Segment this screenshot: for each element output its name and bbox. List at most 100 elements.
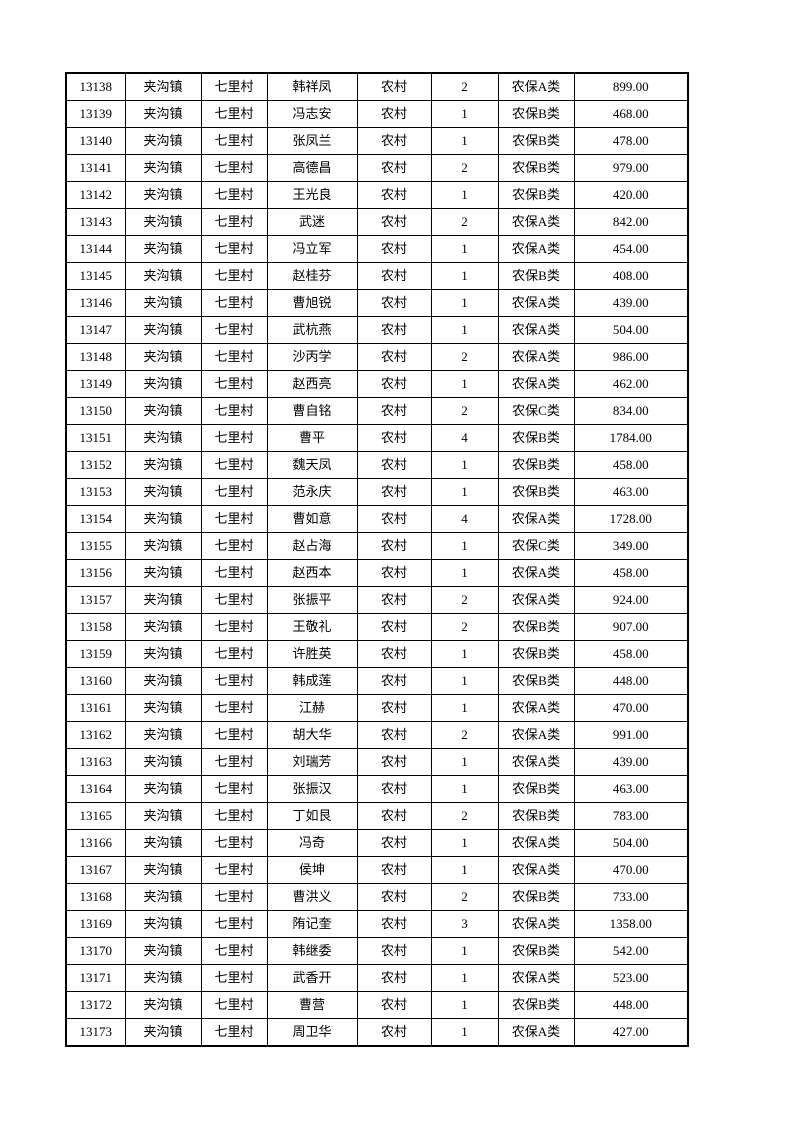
cell-name: 张振平 — [266, 586, 358, 614]
cell-amount: 1728.00 — [573, 505, 689, 533]
table-row: 13147 夹沟镇 七里村 武杭燕 农村 1 农保A类 504.00 — [65, 316, 689, 344]
cell-residence: 农村 — [356, 397, 432, 425]
table-row: 13146 夹沟镇 七里村 曹旭锐 农村 1 农保A类 439.00 — [65, 289, 689, 317]
cell-amount: 991.00 — [573, 721, 689, 749]
cell-serial: 13173 — [65, 1018, 126, 1047]
cell-serial: 13169 — [65, 910, 126, 938]
cell-name: 赵桂芬 — [266, 262, 358, 290]
cell-village: 七里村 — [200, 181, 268, 209]
cell-village: 七里村 — [200, 424, 268, 452]
cell-name: 王光良 — [266, 181, 358, 209]
cell-count: 1 — [430, 289, 499, 317]
cell-village: 七里村 — [200, 856, 268, 884]
cell-serial: 13158 — [65, 613, 126, 641]
cell-count: 1 — [430, 100, 499, 128]
cell-category: 农保A类 — [497, 72, 575, 101]
cell-town: 夹沟镇 — [124, 694, 202, 722]
cell-name: 曹洪义 — [266, 883, 358, 911]
cell-serial: 13171 — [65, 964, 126, 992]
cell-serial: 13172 — [65, 991, 126, 1019]
cell-count: 1 — [430, 991, 499, 1019]
cell-category: 农保B类 — [497, 883, 575, 911]
cell-residence: 农村 — [356, 1018, 432, 1047]
cell-count: 4 — [430, 505, 499, 533]
cell-name: 王敬礼 — [266, 613, 358, 641]
cell-town: 夹沟镇 — [124, 586, 202, 614]
cell-category: 农保B类 — [497, 451, 575, 479]
cell-serial: 13139 — [65, 100, 126, 128]
cell-name: 武迷 — [266, 208, 358, 236]
cell-count: 1 — [430, 559, 499, 587]
cell-category: 农保B类 — [497, 991, 575, 1019]
cell-residence: 农村 — [356, 937, 432, 965]
table-row: 13139 夹沟镇 七里村 冯志安 农村 1 农保B类 468.00 — [65, 100, 689, 128]
cell-town: 夹沟镇 — [124, 559, 202, 587]
cell-residence: 农村 — [356, 478, 432, 506]
cell-amount: 408.00 — [573, 262, 689, 290]
cell-village: 七里村 — [200, 775, 268, 803]
cell-name: 冯奇 — [266, 829, 358, 857]
cell-amount: 462.00 — [573, 370, 689, 398]
cell-village: 七里村 — [200, 532, 268, 560]
cell-amount: 470.00 — [573, 856, 689, 884]
cell-residence: 农村 — [356, 586, 432, 614]
cell-village: 七里村 — [200, 721, 268, 749]
cell-town: 夹沟镇 — [124, 478, 202, 506]
cell-town: 夹沟镇 — [124, 775, 202, 803]
cell-name: 侯坤 — [266, 856, 358, 884]
cell-category: 农保A类 — [497, 559, 575, 587]
cell-town: 夹沟镇 — [124, 127, 202, 155]
cell-village: 七里村 — [200, 154, 268, 182]
cell-residence: 农村 — [356, 208, 432, 236]
cell-serial: 13147 — [65, 316, 126, 344]
cell-town: 夹沟镇 — [124, 262, 202, 290]
cell-residence: 农村 — [356, 343, 432, 371]
table-row: 13163 夹沟镇 七里村 刘瑞芳 农村 1 农保A类 439.00 — [65, 748, 689, 776]
cell-town: 夹沟镇 — [124, 532, 202, 560]
cell-name: 曹平 — [266, 424, 358, 452]
cell-count: 2 — [430, 397, 499, 425]
cell-town: 夹沟镇 — [124, 100, 202, 128]
cell-serial: 13149 — [65, 370, 126, 398]
cell-residence: 农村 — [356, 181, 432, 209]
cell-village: 七里村 — [200, 829, 268, 857]
cell-serial: 13146 — [65, 289, 126, 317]
cell-serial: 13156 — [65, 559, 126, 587]
table-row: 13160 夹沟镇 七里村 韩成莲 农村 1 农保B类 448.00 — [65, 667, 689, 695]
cell-residence: 农村 — [356, 262, 432, 290]
table-row: 13142 夹沟镇 七里村 王光良 农村 1 农保B类 420.00 — [65, 181, 689, 209]
table-row: 13173 夹沟镇 七里村 周卫华 农村 1 农保A类 427.00 — [65, 1018, 689, 1047]
cell-residence: 农村 — [356, 370, 432, 398]
cell-town: 夹沟镇 — [124, 316, 202, 344]
cell-residence: 农村 — [356, 559, 432, 587]
data-table: 13138 夹沟镇 七里村 韩祥凤 农村 2 农保A类 899.00 13139 夹沟镇 七里村 冯志… — [65, 72, 689, 1047]
cell-amount: 349.00 — [573, 532, 689, 560]
cell-village: 七里村 — [200, 262, 268, 290]
cell-village: 七里村 — [200, 505, 268, 533]
cell-count: 1 — [430, 370, 499, 398]
cell-residence: 农村 — [356, 802, 432, 830]
cell-count: 2 — [430, 343, 499, 371]
cell-count: 4 — [430, 424, 499, 452]
cell-residence: 农村 — [356, 505, 432, 533]
cell-town: 夹沟镇 — [124, 937, 202, 965]
cell-category: 农保B类 — [497, 262, 575, 290]
cell-amount: 979.00 — [573, 154, 689, 182]
cell-village: 七里村 — [200, 451, 268, 479]
cell-town: 夹沟镇 — [124, 856, 202, 884]
cell-amount: 420.00 — [573, 181, 689, 209]
cell-residence: 农村 — [356, 991, 432, 1019]
cell-residence: 农村 — [356, 100, 432, 128]
cell-village: 七里村 — [200, 991, 268, 1019]
table-row: 13166 夹沟镇 七里村 冯奇 农村 1 农保A类 504.00 — [65, 829, 689, 857]
cell-amount: 448.00 — [573, 991, 689, 1019]
cell-residence: 农村 — [356, 72, 432, 101]
cell-town: 夹沟镇 — [124, 505, 202, 533]
cell-residence: 农村 — [356, 316, 432, 344]
cell-name: 曹旭锐 — [266, 289, 358, 317]
cell-town: 夹沟镇 — [124, 883, 202, 911]
table-row: 13154 夹沟镇 七里村 曹如意 农村 4 农保A类 1728.00 — [65, 505, 689, 533]
cell-category: 农保C类 — [497, 397, 575, 425]
cell-name: 冯志安 — [266, 100, 358, 128]
cell-count: 2 — [430, 802, 499, 830]
